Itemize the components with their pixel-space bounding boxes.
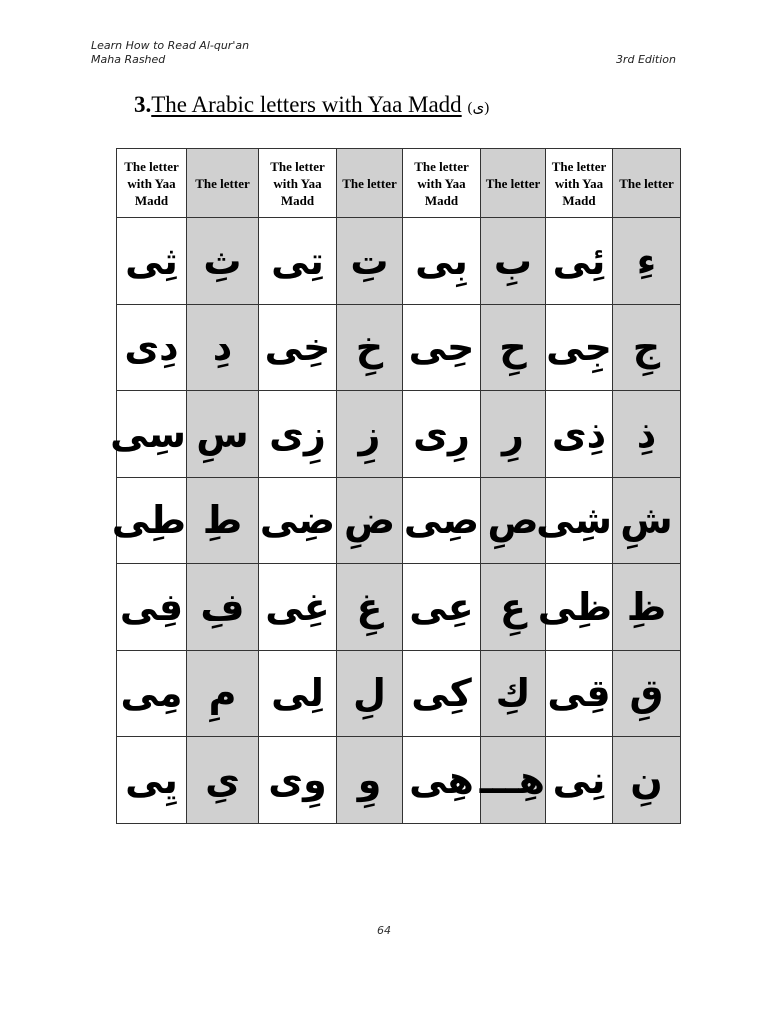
letter-with-yaa-madd-cell: وِى xyxy=(258,736,337,824)
page-number: 64 xyxy=(377,924,391,937)
letter-with-yaa-madd-cell: طِى xyxy=(112,476,187,564)
letter-cell: غِ xyxy=(336,563,403,651)
letter-with-yaa-madd-cell: فِى xyxy=(116,563,187,651)
header-the-letter: The letter xyxy=(612,148,681,218)
letter-cell: ذِ xyxy=(612,390,681,478)
letters-table: The letter with Yaa Madd The letter The le… xyxy=(110,148,681,824)
letter-cell: ضِ xyxy=(336,476,403,564)
letter-with-yaa-madd-cell: عِى xyxy=(402,563,481,651)
letter-cell: عِ xyxy=(480,563,546,651)
letter-cell: طِ xyxy=(186,476,259,564)
book-title: Learn How to Read Al-qur'an xyxy=(91,39,250,52)
letter-cell: وِ xyxy=(336,736,403,824)
letter-cell: ءِ xyxy=(612,217,681,305)
header-letter-with-yaa-madd: The letter with Yaa Madd xyxy=(545,148,613,218)
letter-with-yaa-madd-cell: حِى xyxy=(402,303,481,391)
letter-with-yaa-madd-cell: بِى xyxy=(402,217,481,305)
table-row: سِى سِ زِى زِ رِى رِ ذِى ذِ xyxy=(110,390,681,478)
letter-cell: دِ xyxy=(186,303,259,391)
letter-with-yaa-madd-cell: ضِى xyxy=(258,476,337,564)
table-row: طِى طِ ضِى ضِ صِى صِ شِى شِ xyxy=(112,476,681,564)
letter-cell: ظِ xyxy=(612,563,681,651)
letter-with-yaa-madd-cell: زِى xyxy=(258,390,337,478)
letter-with-yaa-madd-cell: كِى xyxy=(402,649,481,737)
letter-with-yaa-madd-cell: سِى xyxy=(110,390,187,478)
table-row: مِى مِ لِى لِ كِى كِ قِى قِ xyxy=(116,649,681,737)
letter-with-yaa-madd-cell: خِى xyxy=(258,303,337,391)
letter-with-yaa-madd-cell: رِى xyxy=(402,390,481,478)
letter-with-yaa-madd-cell: ذِى xyxy=(545,390,613,478)
letter-cell: رِ xyxy=(480,390,546,478)
letter-cell: تِ xyxy=(336,217,403,305)
section-number: 3. xyxy=(134,92,152,117)
letter-cell: جِ xyxy=(612,303,681,391)
letter-with-yaa-madd-cell: ثِى xyxy=(116,217,187,305)
header-the-letter: The letter xyxy=(480,148,546,218)
letter-with-yaa-madd-cell: نِى xyxy=(545,736,613,824)
letter-cell: لِ xyxy=(336,649,403,737)
letter-with-yaa-madd-cell: تِى xyxy=(258,217,337,305)
header-letter-with-yaa-madd: The letter with Yaa Madd xyxy=(402,148,481,218)
letter-with-yaa-madd-cell: صِى xyxy=(402,476,481,564)
letter-cell: ىِ xyxy=(186,736,259,824)
letter-cell: هِـــ xyxy=(480,736,546,824)
letter-with-yaa-madd-cell: شِى xyxy=(536,476,613,564)
header-letter-with-yaa-madd: The letter with Yaa Madd xyxy=(258,148,337,218)
letter-cell: خِ xyxy=(336,303,403,391)
letter-cell: كِ xyxy=(480,649,546,737)
letter-cell: فِ xyxy=(186,563,259,651)
section-title-text: The Arabic letters with Yaa Madd xyxy=(151,92,462,117)
letter-cell: سِ xyxy=(186,390,259,478)
section-title: 3.The Arabic letters with Yaa Madd (ى) xyxy=(134,92,489,118)
header-letter-with-yaa-madd: The letter with Yaa Madd xyxy=(116,148,187,218)
letter-with-yaa-madd-cell: غِى xyxy=(258,563,337,651)
letter-cell: بِ xyxy=(480,217,546,305)
section-symbol: (ى) xyxy=(467,100,490,116)
author-name: Maha Rashed xyxy=(91,53,166,66)
letter-cell: صِ xyxy=(480,476,546,564)
letter-with-yaa-madd-cell: جِى xyxy=(545,303,613,391)
letter-with-yaa-madd-cell: دِى xyxy=(116,303,187,391)
header-the-letter: The letter xyxy=(186,148,259,218)
table-row: دِى دِ خِى خِ حِى حِ جِى جِ xyxy=(116,303,681,391)
letter-with-yaa-madd-cell: هِى xyxy=(402,736,481,824)
letter-with-yaa-madd-cell: لِى xyxy=(258,649,337,737)
table-header-row: The letter with Yaa Madd The letter The le… xyxy=(116,148,681,218)
letter-cell: ثِ xyxy=(186,217,259,305)
table-row: يِى ىِ وِى وِ هِى هِـــ نِى نِ xyxy=(116,736,681,824)
edition-label: 3rd Edition xyxy=(615,53,676,66)
letter-cell: حِ xyxy=(480,303,546,391)
letter-with-yaa-madd-cell: ظِى xyxy=(538,563,613,651)
letter-with-yaa-madd-cell: يِى xyxy=(116,736,187,824)
letter-with-yaa-madd-cell: مِى xyxy=(116,649,187,737)
letter-cell: نِ xyxy=(612,736,681,824)
letter-cell: شِ xyxy=(612,476,681,564)
letter-cell: قِ xyxy=(612,649,681,737)
letter-with-yaa-madd-cell: ئِى xyxy=(545,217,613,305)
table-row: ثِى ثِ تِى تِ بِى بِ ئِى ءِ xyxy=(116,217,681,305)
letter-cell: مِ xyxy=(186,649,259,737)
letter-with-yaa-madd-cell: قِى xyxy=(545,649,613,737)
table-row: فِى فِ غِى غِ عِى عِ ظِى ظِ xyxy=(116,563,681,651)
letter-cell: زِ xyxy=(336,390,403,478)
header-the-letter: The letter xyxy=(336,148,403,218)
